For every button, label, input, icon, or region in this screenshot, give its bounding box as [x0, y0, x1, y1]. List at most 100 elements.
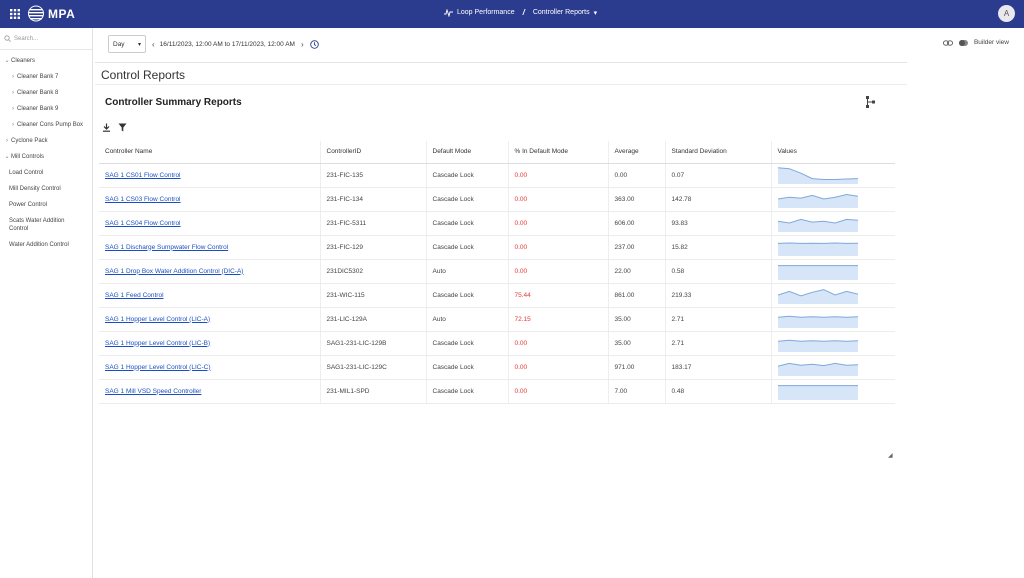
- pct-default-mode-cell: 75.44: [508, 283, 609, 308]
- search-placeholder: Search...: [14, 35, 39, 42]
- table-row: SAG 1 Discharge Sumpwater Flow Control 23…: [99, 235, 895, 260]
- standard-deviation-cell: 183.17: [665, 355, 772, 380]
- sidebar-item-mill-density-control[interactable]: Mill Density Control: [9, 186, 61, 192]
- range-select-value: Day: [113, 40, 125, 48]
- sidebar-item-cleaner-cons-pump-box[interactable]: › Cleaner Cons Pump Box: [0, 117, 92, 133]
- default-mode-cell: Cascade Lock: [426, 283, 509, 308]
- average-cell: 861.00: [608, 283, 666, 308]
- sidebar: Search... ⌄Cleaners › Cleaner Bank 7 › Cle…: [0, 28, 93, 578]
- chevron-right-icon: ›: [6, 138, 8, 144]
- breadcrumb-loop-performance[interactable]: Loop Performance: [457, 9, 515, 16]
- controller-name-link[interactable]: SAG 1 Hopper Level Control (LIC-C): [105, 363, 211, 371]
- sidebar-item-cleaner-bank-8[interactable]: › Cleaner Bank 8: [0, 85, 92, 101]
- controller-name-cell: SAG 1 Hopper Level Control (LIC-A): [99, 307, 321, 332]
- column-header-pct-default-mode[interactable]: % In Default Mode: [508, 141, 609, 164]
- controller-summary-table: Controller Name ControllerID Default Mod…: [99, 141, 895, 404]
- sidebar-item-water-addition-control[interactable]: Water Addition Control: [9, 242, 69, 248]
- pct-default-mode-cell: 0.00: [508, 379, 609, 404]
- column-header-average[interactable]: Average: [608, 141, 666, 164]
- table-row: SAG 1 Hopper Level Control (LIC-B) SAG1-2…: [99, 331, 895, 356]
- controller-name-link[interactable]: SAG 1 Hopper Level Control (LIC-A): [105, 315, 211, 323]
- builder-view-label: Builder view: [973, 39, 1009, 46]
- average-cell: 0.00: [608, 163, 666, 188]
- clock-icon[interactable]: [309, 39, 319, 49]
- controller-id-cell: 231-FIC-134: [320, 187, 427, 212]
- default-mode-cell: Auto: [426, 259, 509, 284]
- next-period-button[interactable]: ›: [300, 39, 304, 49]
- sidebar-item-cleaner-bank-7[interactable]: › Cleaner Bank 7: [0, 69, 92, 85]
- chevron-right-icon: ›: [12, 74, 14, 80]
- values-sparkline: [777, 193, 858, 208]
- sparkline-line: [777, 362, 858, 367]
- column-header-controller-name[interactable]: Controller Name: [99, 141, 321, 164]
- column-header-standard-deviation[interactable]: Standard Deviation: [665, 141, 772, 164]
- controller-name-link[interactable]: SAG 1 Drop Box Water Addition Control (D…: [105, 267, 244, 275]
- controller-name-link[interactable]: SAG 1 CS03 Flow Control: [105, 195, 181, 203]
- values-sparkline: [777, 265, 858, 280]
- sidebar-item-label: Mill Controls: [11, 154, 45, 160]
- sidebar-item-mill-controls[interactable]: ⌄Mill Controls: [0, 149, 92, 165]
- hierarchy-icon[interactable]: [866, 96, 876, 108]
- sidebar-item-label: Cyclone Pack: [11, 138, 48, 144]
- table-row: SAG 1 Feed Control 231-WIC-115 Cascade Loc…: [99, 283, 895, 308]
- average-cell: 35.00: [608, 331, 666, 356]
- sparkline-line: [777, 289, 858, 297]
- average-cell: 363.00: [608, 187, 666, 212]
- controller-name-cell: SAG 1 Hopper Level Control (LIC-C): [99, 355, 321, 380]
- controller-name-link[interactable]: SAG 1 Feed Control: [105, 291, 164, 299]
- search-input[interactable]: Search...: [0, 28, 92, 50]
- average-cell: 237.00: [608, 235, 666, 260]
- controller-name-link[interactable]: SAG 1 Discharge Sumpwater Flow Control: [105, 243, 229, 251]
- pct-default-mode-cell: 72.15: [508, 307, 609, 332]
- builder-view-toggle[interactable]: [958, 39, 968, 46]
- controller-name-link[interactable]: SAG 1 CS01 Flow Control: [105, 171, 181, 179]
- download-icon[interactable]: [102, 123, 111, 132]
- sidebar-item-label: Cleaners: [11, 58, 36, 64]
- date-range-text[interactable]: 16/11/2023, 12:00 AM to 17/11/2023, 12:0…: [159, 40, 295, 48]
- default-mode-cell: Cascade Lock: [426, 331, 509, 356]
- controller-name-link[interactable]: SAG 1 CS04 Flow Control: [105, 219, 181, 227]
- column-header-default-mode[interactable]: Default Mode: [426, 141, 509, 164]
- range-select[interactable]: Day ▾: [108, 35, 146, 53]
- page-title: Control Reports: [101, 68, 186, 82]
- sidebar-item-cleaner-bank-9[interactable]: › Cleaner Bank 9: [0, 101, 92, 117]
- sparkline-area: [777, 243, 858, 256]
- chevron-down-icon: ⌄: [4, 58, 10, 64]
- values-sparkline: [777, 315, 858, 328]
- pct-default-mode-cell: 0.00: [508, 211, 609, 236]
- link-icon[interactable]: [943, 39, 953, 46]
- filter-icon[interactable]: [118, 123, 127, 132]
- controller-id-cell: 231-FIC-135: [320, 163, 427, 188]
- controller-name-link[interactable]: SAG 1 Mill VSD Speed Controller: [105, 387, 202, 395]
- app-logo[interactable]: MPA: [28, 5, 75, 22]
- default-mode-cell: Cascade Lock: [426, 211, 509, 236]
- sidebar-item-cleaners[interactable]: ⌄Cleaners: [0, 53, 92, 69]
- values-cell: [771, 331, 895, 356]
- controller-id-cell: 231-MIL1-SPD: [320, 379, 427, 404]
- title-divider: [95, 84, 907, 85]
- sidebar-item-load-control[interactable]: Load Control: [9, 170, 44, 176]
- view-tools: Builder view: [943, 39, 1009, 46]
- standard-deviation-cell: 142.78: [665, 187, 772, 212]
- column-header-controller-id[interactable]: ControllerID: [320, 141, 427, 164]
- chevron-down-icon[interactable]: ▾: [593, 9, 598, 17]
- controller-name-cell: SAG 1 CS04 Flow Control: [99, 211, 321, 236]
- sidebar-item-scats-water-addition-control[interactable]: Scats Water Addition Control: [9, 218, 65, 232]
- standard-deviation-cell: 0.07: [665, 163, 772, 188]
- breadcrumb-controller-reports[interactable]: Controller Reports: [532, 9, 590, 16]
- controller-name-cell: SAG 1 Mill VSD Speed Controller: [99, 379, 321, 404]
- apps-grid-icon[interactable]: [10, 9, 20, 19]
- controller-name-link[interactable]: SAG 1 Hopper Level Control (LIC-B): [105, 339, 211, 347]
- sidebar-item-power-control[interactable]: Power Control: [9, 202, 48, 208]
- sidebar-item-cyclone-pack[interactable]: › Cyclone Pack: [0, 133, 92, 149]
- table-row: SAG 1 Hopper Level Control (LIC-C) SAG1-2…: [99, 355, 895, 380]
- sidebar-item-label: Cleaner Bank 8: [17, 90, 59, 96]
- previous-period-button[interactable]: ‹: [152, 39, 155, 49]
- controller-name-cell: SAG 1 Discharge Sumpwater Flow Control: [99, 235, 321, 260]
- column-header-values[interactable]: Values: [771, 141, 895, 164]
- standard-deviation-cell: 93.83: [665, 211, 772, 236]
- default-mode-cell: Cascade Lock: [426, 163, 509, 188]
- avatar[interactable]: A: [998, 5, 1015, 22]
- average-cell: 606.00: [608, 211, 666, 236]
- resize-handle-icon[interactable]: ◢: [888, 453, 893, 459]
